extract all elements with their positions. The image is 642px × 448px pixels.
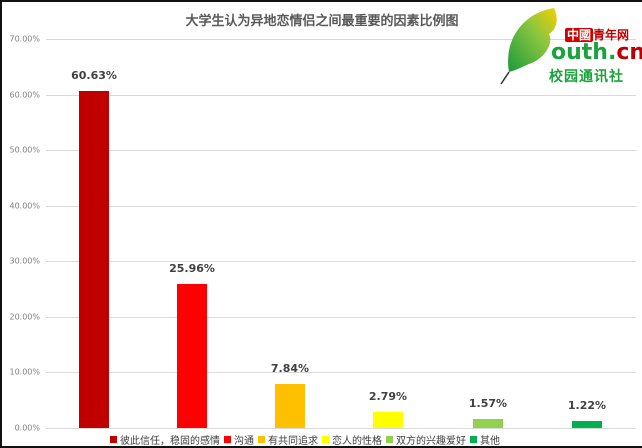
legend-swatch-icon bbox=[224, 435, 231, 443]
gridline bbox=[46, 150, 636, 151]
y-tick-label: 60.00% bbox=[9, 90, 40, 100]
y-tick-label: 10.00% bbox=[9, 367, 40, 377]
gridline bbox=[46, 372, 636, 373]
legend-swatch-icon bbox=[110, 435, 117, 443]
y-tick-label: 40.00% bbox=[9, 201, 40, 211]
legend-swatch-icon bbox=[322, 435, 329, 443]
legend-label: 恋人的性格 bbox=[332, 435, 382, 447]
legend-item: 沟通 bbox=[224, 432, 254, 447]
bar-value-label: 60.63% bbox=[71, 69, 117, 83]
bar-value-label: 1.57% bbox=[468, 397, 508, 411]
ginkgo-leaf-icon bbox=[500, 8, 557, 85]
legend-label: 彼此信任，稳固的感情 bbox=[120, 435, 220, 447]
y-tick-label: 0.00% bbox=[14, 423, 40, 433]
legend-item: 恋人的性格 bbox=[322, 432, 382, 447]
y-tick-label: 50.00% bbox=[9, 145, 40, 155]
logo-cn-text: 中國 青年网 bbox=[565, 28, 630, 42]
gridline bbox=[46, 428, 636, 429]
bar-value-label: 2.79% bbox=[368, 390, 408, 404]
bar-value-label: 7.84% bbox=[270, 362, 310, 376]
gridline bbox=[46, 206, 636, 207]
gridline bbox=[46, 95, 636, 96]
chart-title: 大学生认为异地恋情侣之间最重要的因素比例图 bbox=[185, 14, 459, 29]
legend-item: 双方的兴趣爱好 bbox=[386, 432, 466, 447]
legend-label: 沟通 bbox=[234, 435, 254, 447]
legend-item: 有共同追求 bbox=[258, 432, 318, 447]
legend-label: 有共同追求 bbox=[268, 435, 318, 447]
legend-label: 其他 bbox=[480, 435, 500, 447]
bar-value-label: 1.22% bbox=[567, 399, 607, 413]
bar bbox=[177, 283, 207, 428]
legend-item: 彼此信任，稳固的感情 bbox=[110, 432, 220, 447]
bar bbox=[275, 384, 305, 428]
logo-subtitle: 校园通讯社 bbox=[549, 69, 624, 85]
youth-cn-logo: 中國 青年网 outh.cn 校园通讯社 bbox=[499, 4, 642, 89]
gridline bbox=[46, 317, 636, 318]
bar bbox=[373, 412, 403, 428]
legend-label: 双方的兴趣爱好 bbox=[396, 435, 466, 447]
y-tick-label: 30.00% bbox=[9, 256, 40, 266]
bar bbox=[473, 419, 503, 428]
y-tick-label: 20.00% bbox=[9, 312, 40, 322]
legend-item: 其他 bbox=[470, 432, 500, 447]
legend-swatch-icon bbox=[470, 435, 477, 443]
gridline bbox=[46, 261, 636, 262]
bar bbox=[79, 91, 109, 428]
bar-value-label: 25.96% bbox=[169, 261, 215, 275]
logo-en-text: outh.cn bbox=[551, 40, 642, 65]
legend-swatch-icon bbox=[386, 435, 393, 443]
bar bbox=[572, 421, 602, 428]
y-tick-label: 70.00% bbox=[9, 34, 40, 44]
legend-swatch-icon bbox=[258, 435, 265, 443]
gridline bbox=[46, 39, 636, 40]
legend: 彼此信任，稳固的感情 沟通 有共同追求 恋人的性格 双方的兴趣爱好 其他 bbox=[110, 432, 500, 447]
